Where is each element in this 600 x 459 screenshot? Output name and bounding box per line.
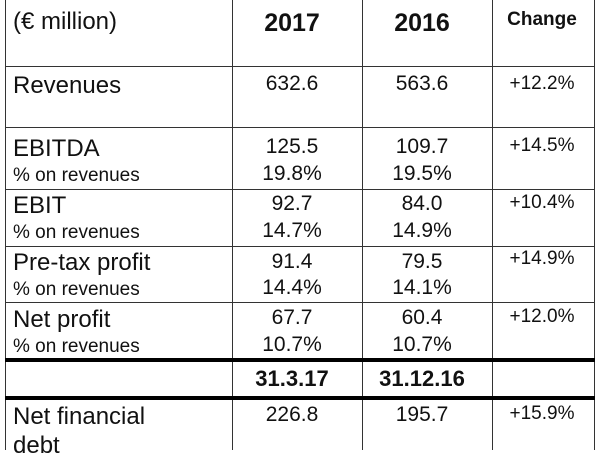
value-current: 67.7 — [271, 306, 313, 329]
value-current: 91.4 — [271, 250, 313, 273]
financial-table: (€ million) 2017 2016 Change Revenues 63… — [5, 0, 595, 458]
table-border-right — [594, 0, 595, 450]
value-prior-pct: 14.1% — [392, 276, 452, 299]
unit-label: (€ million) — [13, 8, 118, 35]
year-current-header: 2017 — [264, 9, 320, 37]
change-value: +12.2% — [509, 73, 575, 94]
change-value: +12.0% — [509, 306, 575, 327]
row-label: EBITDA — [13, 135, 100, 162]
date-prior-header: 31.12.16 — [379, 366, 465, 391]
column-divider — [492, 0, 493, 450]
value-current-pct: 10.7% — [262, 333, 322, 356]
change-header: Change — [507, 9, 577, 30]
value-current: 92.7 — [271, 192, 313, 215]
value-current: 632.6 — [265, 72, 319, 95]
value-prior-pct: 19.5% — [392, 162, 452, 185]
value-current-pct: 14.4% — [262, 276, 322, 299]
value-current-pct: 14.7% — [262, 219, 322, 242]
row-label: EBIT — [13, 192, 67, 219]
row-label: Net profit — [13, 306, 111, 333]
change-value: +14.5% — [509, 135, 575, 156]
value-current: 226.8 — [265, 403, 319, 426]
value-prior: 84.0 — [401, 192, 443, 215]
row-label: Revenues — [13, 72, 122, 99]
row-divider — [5, 246, 595, 247]
row-label-continued: debt — [13, 432, 60, 459]
value-prior-pct: 10.7% — [392, 333, 452, 356]
year-prior-header: 2016 — [394, 9, 450, 37]
change-value: +14.9% — [509, 248, 575, 269]
date-current-header: 31.3.17 — [255, 366, 329, 391]
row-label: Pre-tax profit — [13, 249, 151, 276]
section-divider — [5, 396, 595, 400]
row-divider — [5, 127, 595, 128]
column-divider — [362, 0, 363, 450]
row-sub-label: % on revenues — [13, 222, 140, 243]
row-divider — [5, 66, 595, 67]
row-divider — [5, 189, 595, 190]
change-value: +15.9% — [509, 403, 575, 424]
value-prior: 195.7 — [395, 403, 449, 426]
value-prior: 563.6 — [395, 72, 449, 95]
value-prior: 60.4 — [401, 306, 443, 329]
table-border-left — [5, 0, 6, 450]
row-sub-label: % on revenues — [13, 336, 140, 357]
row-sub-label: % on revenues — [13, 165, 140, 186]
value-current: 125.5 — [265, 135, 319, 158]
row-label: Net financial — [13, 403, 146, 430]
row-divider — [5, 302, 595, 303]
value-prior: 109.7 — [395, 135, 449, 158]
value-current-pct: 19.8% — [262, 162, 322, 185]
value-prior-pct: 14.9% — [392, 219, 452, 242]
section-divider — [5, 358, 595, 362]
row-sub-label: % on revenues — [13, 279, 140, 300]
value-prior: 79.5 — [401, 250, 443, 273]
change-value: +10.4% — [509, 192, 575, 213]
column-divider — [232, 0, 233, 450]
